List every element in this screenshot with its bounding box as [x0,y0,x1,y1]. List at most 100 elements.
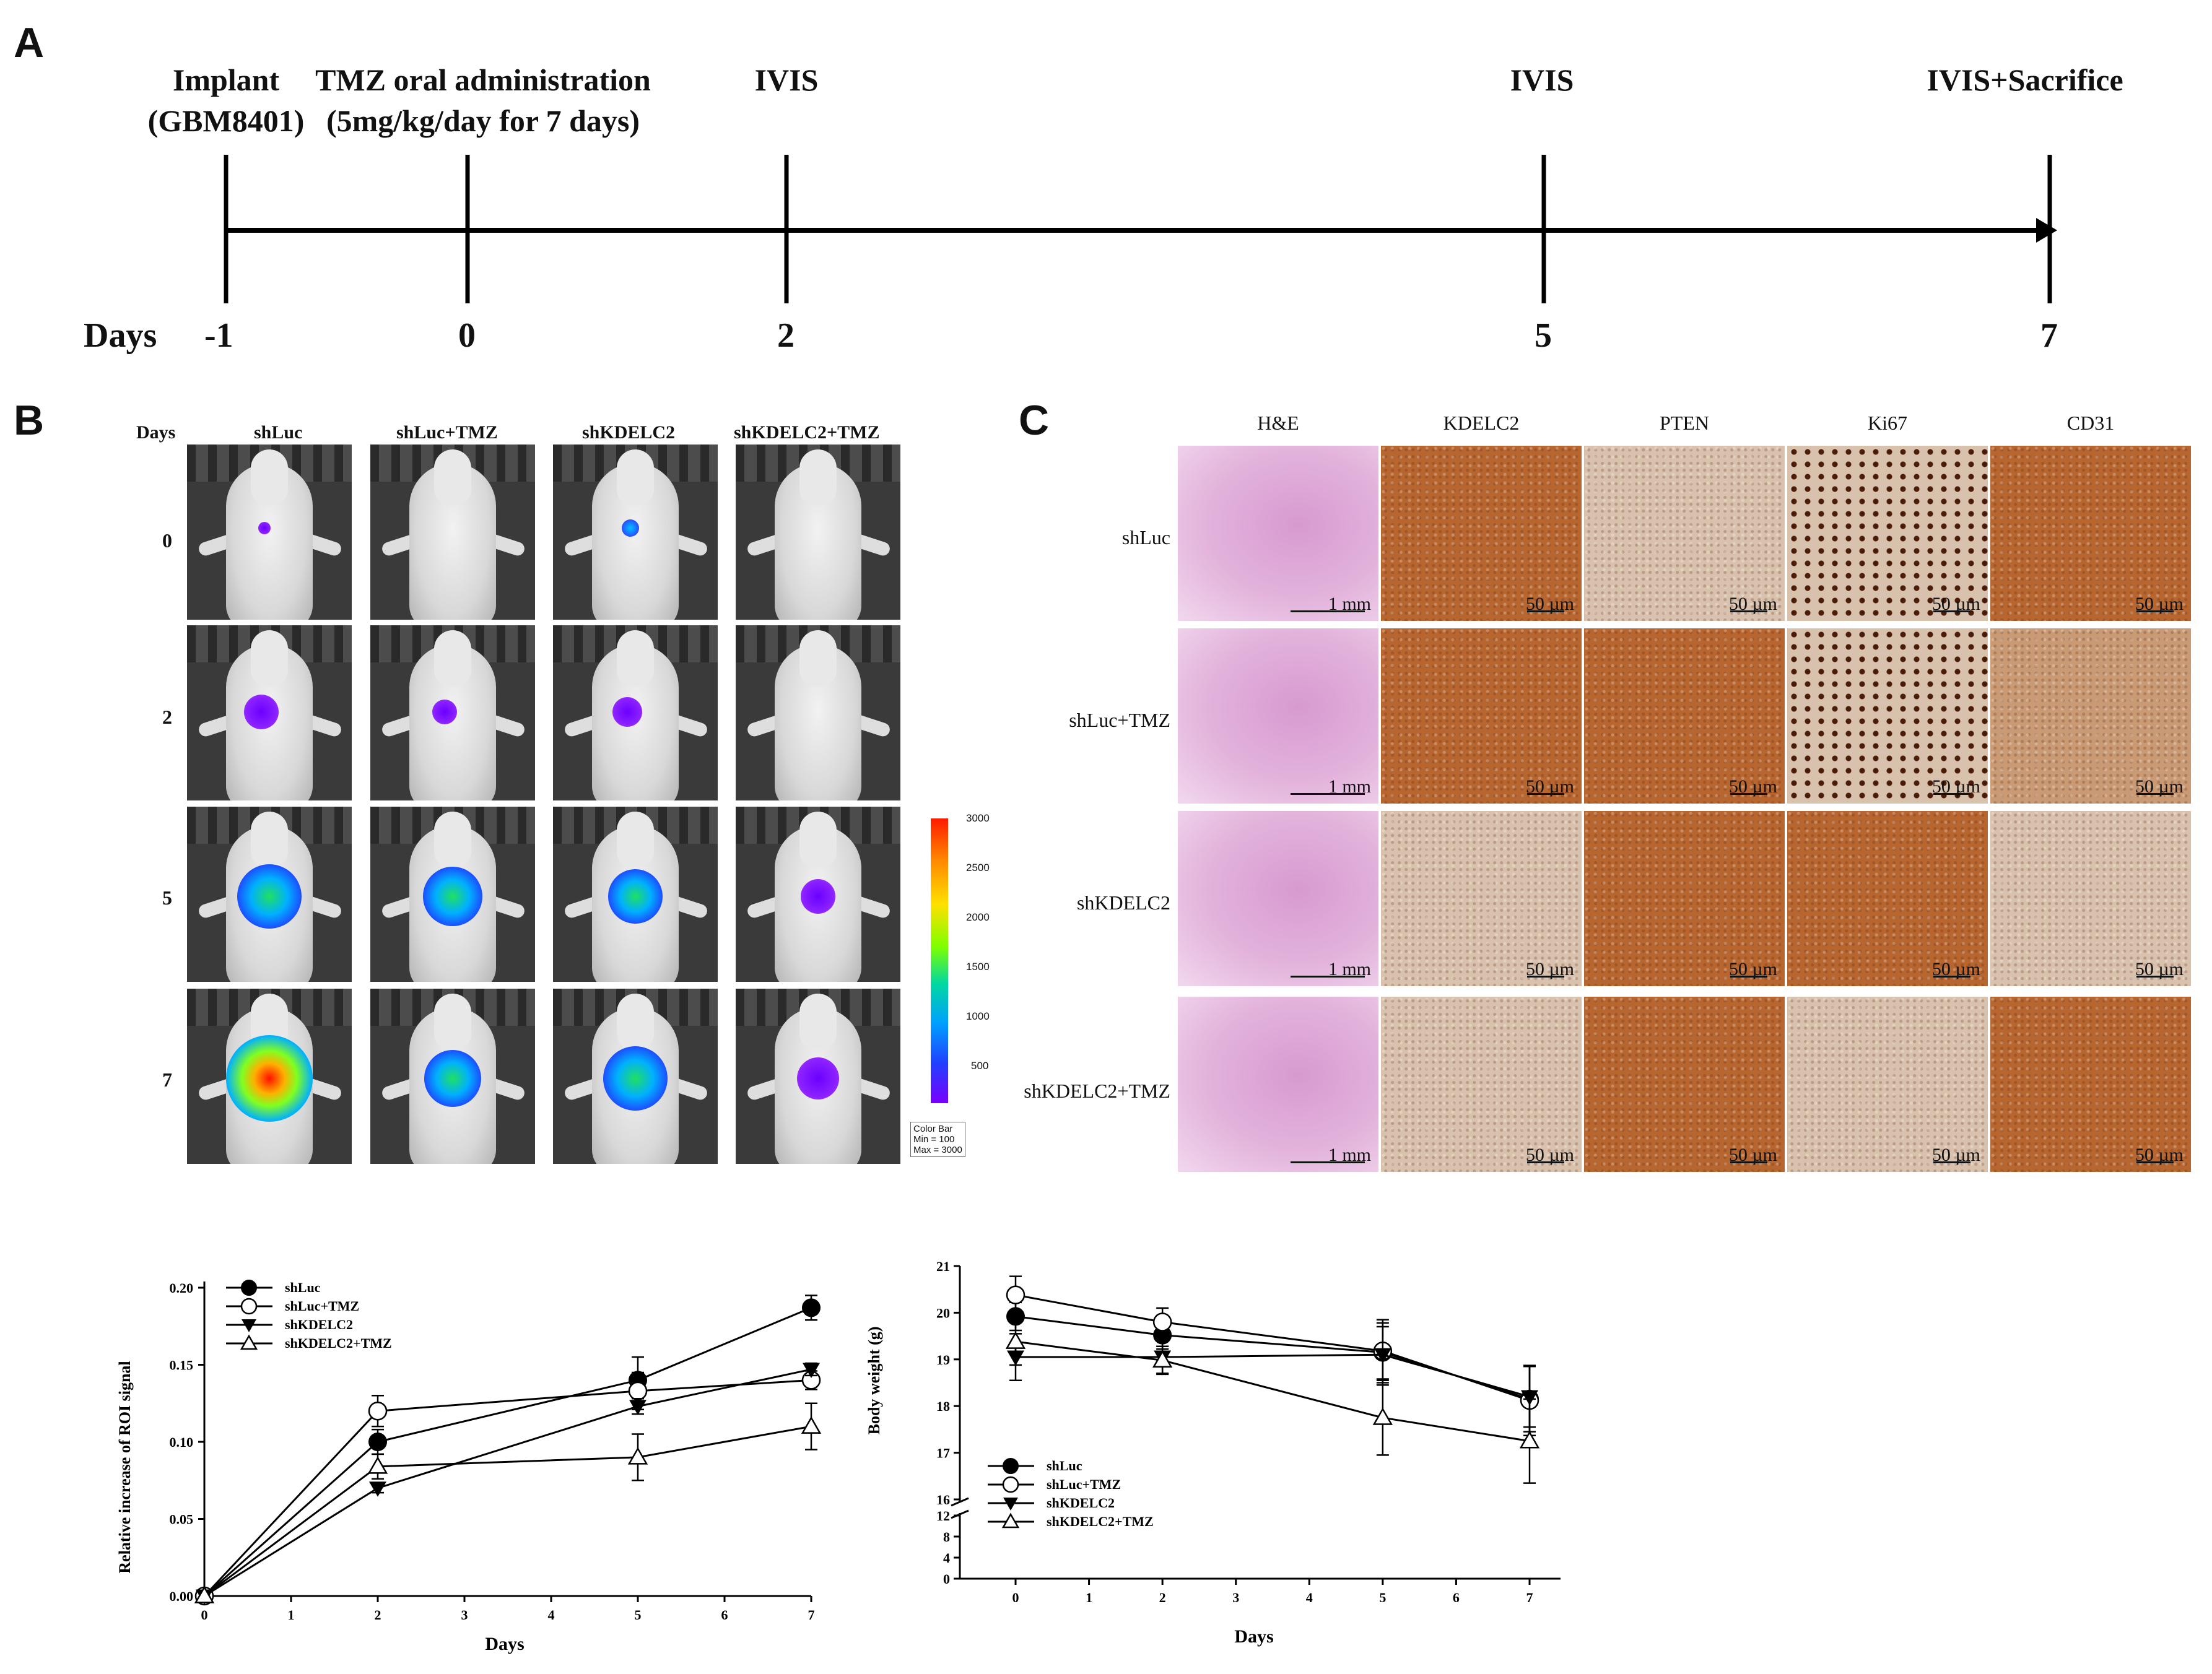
data-point [1001,1512,1020,1529]
y-tick-label: 0.20 [170,1280,194,1296]
data-point [240,1334,258,1350]
x-axis-label: Days [1234,1626,1273,1647]
legend-label: shKDELC2 [1047,1495,1115,1511]
y-tick-label: 0.10 [170,1434,194,1450]
ivis-col-shluc-tmz: shLuc+TMZ [396,422,498,443]
ivis-row-day0: 0 [162,529,172,552]
scale-bar [1291,1161,1365,1163]
x-tick-label: 7 [808,1607,815,1623]
data-point [368,1433,387,1451]
legend-label: shLuc [1047,1458,1082,1473]
hist-col-ki67: Ki67 [1868,412,1907,434]
legend-label: shLuc+TMZ [285,1298,359,1314]
data-point [242,1319,256,1332]
scale-bar [1730,976,1767,978]
ihc-stain-image: 50 µm [1990,628,2191,804]
data-point [1002,1476,1019,1493]
event-line1: TMZ oral administration [315,63,651,97]
scale-bar [1933,610,1970,612]
panel-label-b: B [14,397,45,444]
x-tick-label: 6 [1453,1590,1460,1605]
ivis-col-shluc: shLuc [254,422,303,443]
timeline-event-implant: Implant (GBM8401) [74,59,378,141]
bioluminescence-signal [424,1050,481,1107]
colorbar-tick: 500 [971,1060,989,1072]
timeline-day: 2 [777,316,795,355]
colorbar-tick: 2500 [966,862,990,874]
bioluminescence-signal [797,1057,839,1099]
bioluminescence-signal [423,867,482,926]
ivis-mouse-image [370,445,535,620]
ihc-stain-image: 50 µm [1787,997,1988,1172]
ivis-mouse-image [370,989,535,1164]
colorbar-info-min: Min = 100 [913,1134,955,1145]
bioluminescence-signal [603,1046,668,1111]
data-point [240,1298,258,1315]
data-point [802,1298,821,1317]
ivis-mouse-image [736,989,900,1164]
ivis-mouse-image [553,445,718,620]
data-point [1152,1312,1172,1332]
axis-break-mark [951,1497,969,1507]
he-stain-image: 1 mm [1178,811,1378,986]
bioluminescence-signal [801,879,835,914]
data-point [1372,1407,1393,1425]
timeline-event-tmz: TMZ oral administration (5mg/kg/day for … [272,59,694,141]
scale-bar [1527,976,1564,978]
event-line1: IVIS [1510,63,1574,97]
ihc-stain-image: 50 µm [1584,628,1785,804]
y-tick-label: 8 [943,1529,950,1545]
ivis-mouse-image [553,807,718,982]
x-tick-label: 0 [1012,1590,1019,1605]
scale-bar [1291,976,1365,978]
ihc-stain-image: 50 µm [1787,628,1988,804]
scale-bar [1933,793,1970,795]
ivis-col-shkdelc2-tmz: shKDELC2+TMZ [734,422,880,443]
x-axis-label: Days [485,1634,524,1654]
hist-col-kdelc2: KDELC2 [1443,412,1520,434]
data-point [801,1416,822,1434]
x-tick-label: 2 [375,1607,381,1623]
event-line2: (5mg/kg/day for 7 days) [326,103,640,138]
he-stain-image: 1 mm [1178,628,1378,804]
legend-label: shKDELC2 [285,1317,353,1332]
ivis-mouse-image [187,989,352,1164]
legend-label: shKDELC2+TMZ [285,1335,392,1351]
data-point [1003,1458,1019,1474]
bioluminescence-signal [608,869,663,924]
data-point [1152,1350,1173,1368]
y-tick-label: 17 [936,1446,950,1461]
scale-bar [1527,610,1564,612]
colorbar-tick: 1500 [966,961,990,973]
he-stain-image: 1 mm [1178,446,1378,621]
ivis-days-header: Days [136,422,176,443]
colorbar-info-max: Max = 3000 [913,1145,962,1155]
x-tick-label: 5 [635,1607,642,1623]
series-line [1016,1353,1530,1398]
timeline-days-label: Days [84,316,157,355]
ihc-stain-image: 50 µm [1584,446,1785,621]
y-axis-label: Relative increase of ROI signal [116,1361,134,1573]
ihc-stain-image: 50 µm [1990,446,2191,621]
ihc-stain-image: 50 µm [1381,997,1582,1172]
data-point [241,1280,257,1296]
data-point [628,1381,648,1401]
timeline-day: 7 [2040,316,2058,355]
legend-label: shLuc+TMZ [1047,1477,1121,1492]
data-point [1374,1348,1391,1364]
hist-col-pten: PTEN [1660,412,1709,434]
y-tick-label: 21 [936,1259,950,1274]
data-point [367,1456,388,1474]
y-tick-label: 20 [936,1305,950,1321]
ivis-mouse-image [736,807,900,982]
x-tick-label: 6 [721,1607,728,1623]
colorbar-info-title: Color Bar [913,1124,953,1134]
x-tick-label: 4 [548,1607,555,1623]
panel-label-a: A [14,19,45,66]
scale-bar [1291,610,1365,612]
scale-bar [1933,1161,1970,1163]
data-point [1521,1390,1538,1406]
legend-label: shKDELC2+TMZ [1047,1514,1154,1529]
y-tick-label: 4 [943,1550,950,1566]
hist-row-shluc-tmz: shLuc+TMZ [1069,709,1170,731]
